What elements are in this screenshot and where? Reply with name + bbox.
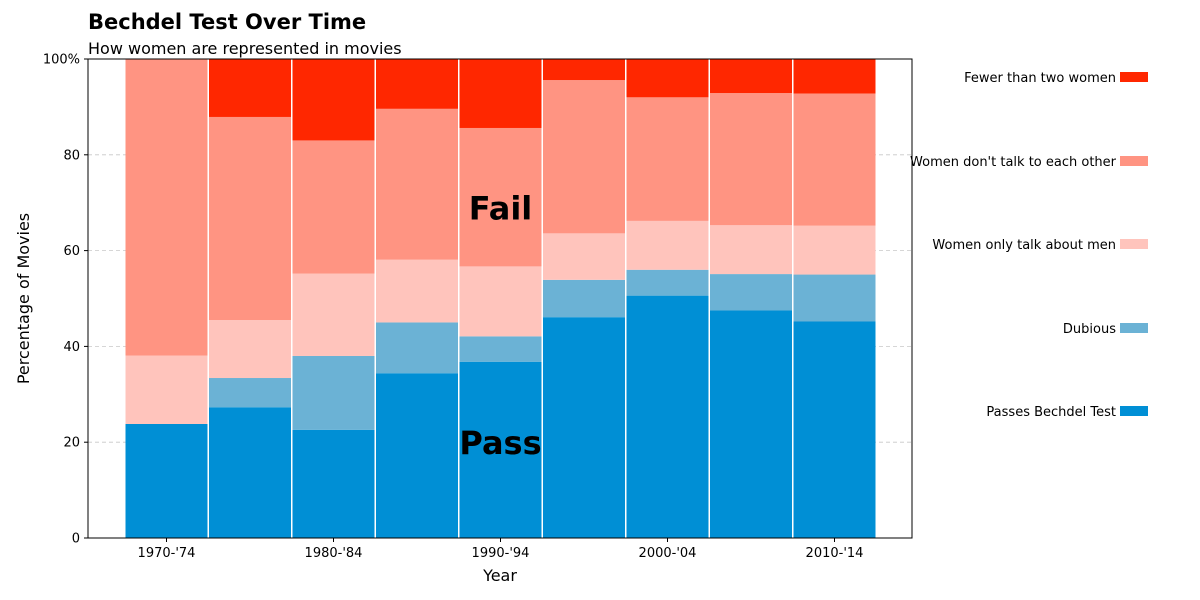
- x-tick-label: 1970-'74: [138, 546, 196, 561]
- y-tick-label: 80: [63, 148, 80, 163]
- bar-segment: [626, 59, 709, 98]
- bar-segment: [626, 97, 709, 221]
- bar-segment: [376, 322, 458, 374]
- legend-entry: Passes Bechdel Test: [986, 405, 1116, 420]
- bar-segment: [292, 273, 375, 356]
- bar-segment: [626, 220, 709, 270]
- legend-swatch: [1120, 406, 1148, 416]
- bar-segment: [292, 59, 375, 141]
- chart-title: Bechdel Test Over Time: [88, 10, 367, 34]
- bar-segment: [459, 361, 542, 538]
- bar-segment: [710, 93, 792, 226]
- bar-segment: [543, 80, 625, 234]
- bar-segment: [543, 59, 625, 81]
- bar-segment: [793, 93, 876, 226]
- y-tick-label: 20: [63, 436, 80, 451]
- y-tick-label: 40: [63, 340, 80, 355]
- annotation-pass: Pass: [459, 424, 541, 462]
- x-tick-label: 2010-'14: [806, 546, 864, 561]
- bar-segment: [209, 378, 291, 408]
- y-axis-label: Percentage of Movies: [14, 213, 33, 384]
- bar-segment: [543, 317, 625, 538]
- bar-segment: [793, 59, 876, 94]
- bar-segment: [376, 108, 458, 260]
- legend-entry: Women don't talk to each other: [910, 155, 1117, 170]
- legend-entry: Fewer than two women: [964, 71, 1116, 86]
- legend-swatch: [1120, 323, 1148, 333]
- bar-segment: [125, 423, 208, 538]
- bar-segment: [543, 233, 625, 280]
- x-tick-label: 1990-'94: [472, 546, 530, 561]
- bar-segment: [209, 407, 291, 538]
- legend-swatch: [1120, 72, 1148, 82]
- x-tick-label: 1980-'84: [305, 546, 363, 561]
- x-tick-label: 2000-'04: [639, 546, 697, 561]
- bar-segment: [459, 59, 542, 128]
- bar-segment: [710, 59, 792, 94]
- chart-subtitle: How women are represented in movies: [88, 39, 402, 58]
- bar-segment: [459, 127, 542, 267]
- bar-segment: [376, 259, 458, 323]
- bar-segment: [209, 320, 291, 379]
- bar-segment: [710, 274, 792, 311]
- bar-segment: [125, 59, 208, 356]
- y-tick-label: 100%: [43, 53, 80, 68]
- legend-swatch: [1120, 239, 1148, 249]
- legend-swatch: [1120, 156, 1148, 166]
- bar-segment: [710, 225, 792, 275]
- x-axis-label: Year: [482, 566, 517, 585]
- bar-segment: [125, 355, 208, 424]
- bar-segment: [459, 266, 542, 337]
- bar-segment: [793, 225, 876, 275]
- bar-segment: [376, 59, 458, 109]
- y-tick-label: 0: [72, 532, 80, 547]
- bar-segment: [459, 336, 542, 362]
- y-tick-label: 60: [63, 244, 80, 259]
- annotation-fail: Fail: [469, 189, 533, 227]
- bar-segment: [292, 429, 375, 538]
- bar-segment: [626, 295, 709, 538]
- bar-segment: [793, 321, 876, 538]
- bar-segment: [626, 269, 709, 296]
- bar-segment: [376, 373, 458, 538]
- bar-segment: [793, 274, 876, 322]
- bar-segment: [710, 310, 792, 538]
- bar-segment: [209, 59, 291, 117]
- bar-segment: [292, 140, 375, 274]
- bar-segment: [543, 279, 625, 318]
- legend-entry: Women only talk about men: [932, 238, 1116, 253]
- bar-segment: [292, 355, 375, 430]
- legend-entry: Dubious: [1063, 322, 1116, 337]
- bar-segment: [209, 116, 291, 321]
